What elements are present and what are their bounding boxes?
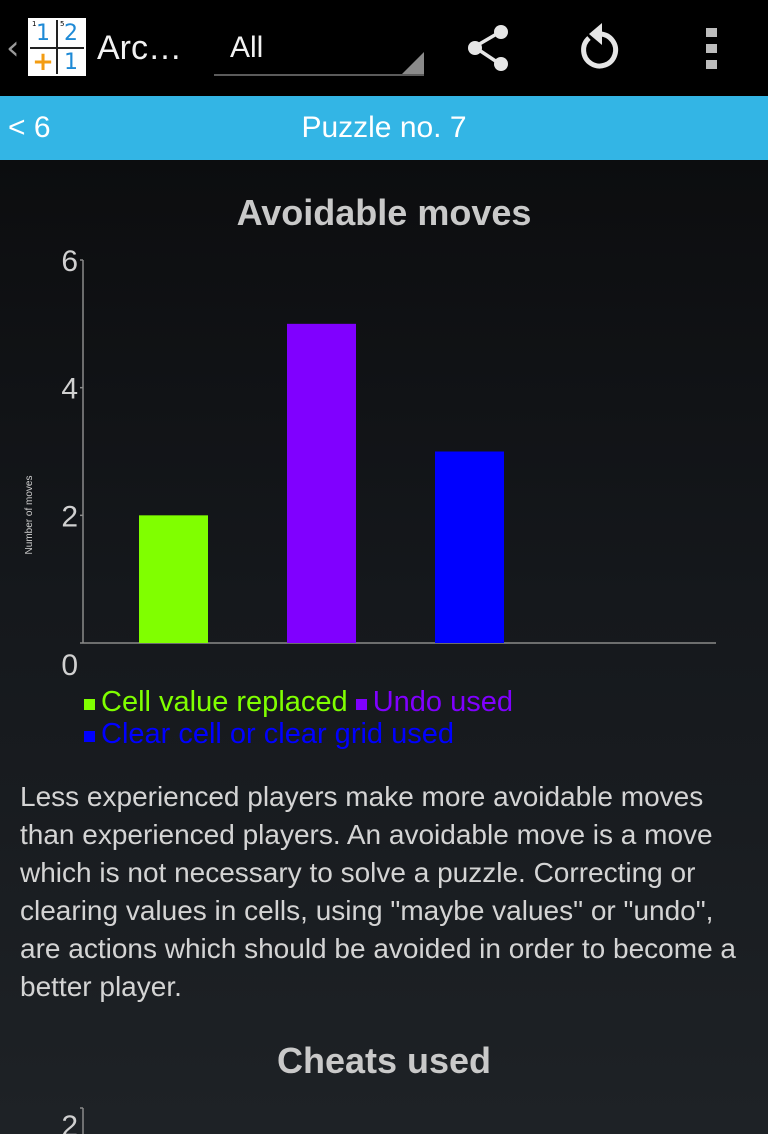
cheats-chart-title: Cheats used (276, 1040, 492, 1081)
y-axis-label: Number of moves (24, 476, 35, 555)
previous-puzzle-button[interactable]: < 6 (8, 111, 51, 144)
app-title[interactable]: Arc… (97, 29, 182, 67)
legend-entry: Undo used (355, 686, 513, 718)
y-tick-label: 2 (61, 500, 78, 533)
y-tick-label: 2 (61, 1110, 78, 1134)
overflow-menu-icon (706, 28, 717, 69)
legend-swatch (355, 699, 367, 710)
legend-swatch (84, 731, 95, 742)
share-button[interactable] (456, 16, 520, 80)
bar (287, 323, 356, 643)
share-icon (468, 25, 508, 71)
chart-title: Avoidable moves (236, 192, 532, 233)
refresh-icon (581, 23, 619, 69)
legend-label: Undo used (372, 686, 513, 718)
overflow-menu-button[interactable] (680, 16, 744, 80)
chevron-left-icon[interactable]: ‹ (6, 28, 20, 68)
chart-legend: Cell value replaced Undo used Clear cell … (84, 686, 744, 750)
reset-button[interactable] (568, 16, 632, 80)
legend-swatch (84, 699, 95, 710)
y-tick-label: 6 (61, 250, 78, 278)
logo-cell: + (30, 49, 56, 76)
logo-cell: 5 2 (58, 20, 84, 47)
cheats-used-chart: 2 (61, 1107, 84, 1134)
app-logo[interactable]: 1 1 5 2 + 1 (28, 18, 86, 76)
y-tick-label: 0 (61, 649, 78, 680)
puzzle-navigation-bar: Puzzle no. 7 < 6 (0, 96, 768, 160)
legend-label: Cell value replaced (101, 686, 348, 718)
puzzle-title: Puzzle no. 7 (301, 111, 467, 144)
avoidable-moves-description: Less experienced players make more avoid… (20, 781, 736, 1002)
bar (435, 451, 504, 643)
bar (139, 515, 208, 643)
logo-cell: 1 1 (30, 20, 56, 47)
avoidable-moves-chart: 0 2 4 6 Number of moves (24, 250, 716, 680)
action-bar: ‹ 1 1 5 2 + 1 Arc… All (0, 0, 768, 96)
logo-cell: 1 (58, 49, 84, 76)
spinner-arrow-icon (402, 52, 424, 74)
legend-entry: Cell value replaced (84, 686, 348, 718)
legend-entry: Clear cell or clear grid used (84, 718, 454, 750)
legend-label: Clear cell or clear grid used (101, 718, 454, 750)
filter-spinner[interactable]: All (214, 20, 424, 76)
y-tick-label: 4 (61, 373, 78, 406)
spinner-selected-value: All (230, 31, 264, 64)
